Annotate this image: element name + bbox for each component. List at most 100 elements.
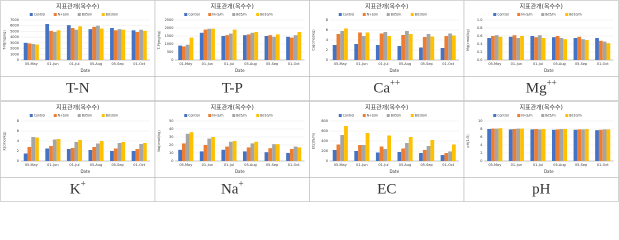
legend-label: Control <box>343 13 355 17</box>
x-tick-label: 05-Sep <box>575 62 588 66</box>
y-axis-title: pH(1:5) <box>466 134 470 148</box>
bar <box>275 144 280 161</box>
panel-label-sup: ++ <box>547 78 557 88</box>
bar <box>397 152 402 161</box>
x-tick-label: 05-Aug <box>90 163 102 167</box>
bar <box>551 129 556 161</box>
bar <box>272 36 276 60</box>
legend-label: Bd10/m <box>569 114 581 118</box>
bar <box>383 149 388 161</box>
y-tick-label: 2 <box>326 48 328 52</box>
panel-label-sup: ++ <box>390 78 400 88</box>
legend-swatch <box>101 114 105 117</box>
bar <box>45 24 50 60</box>
legend-label: N+S/m <box>58 114 69 118</box>
bar <box>534 37 538 60</box>
bar <box>606 129 611 161</box>
x-tick-label: 01-Oct <box>442 62 454 66</box>
y-axis-title: Ca(cmol/kg) <box>312 29 316 51</box>
bar <box>426 34 431 60</box>
bar <box>185 44 190 60</box>
x-tick-label: 01-Oct <box>442 163 454 167</box>
y-tick-label: 0.6 <box>477 34 483 38</box>
bar <box>203 29 208 60</box>
figure: 지표관개(옥수수)Control N+S/m Bd5/m Bd10/m01000200… <box>0 0 619 202</box>
x-tick-label: 01-Jul <box>378 62 388 66</box>
y-tick-label: 8 <box>480 127 482 131</box>
bar <box>340 31 345 60</box>
x-tick-label: 01-Oct <box>597 163 609 167</box>
legend-label: Control <box>497 114 509 118</box>
bar <box>405 143 409 161</box>
bar <box>189 132 194 161</box>
legend-label: Control <box>34 13 46 17</box>
bar <box>491 128 495 161</box>
bar <box>530 129 535 161</box>
bar <box>430 36 435 60</box>
chart-title: 지표관개(옥수수) <box>365 3 408 11</box>
legend-swatch <box>493 114 497 117</box>
y-tick-label: 40 <box>169 127 173 131</box>
bar <box>70 148 75 161</box>
legend-label: Control <box>497 13 509 17</box>
bar <box>387 36 392 60</box>
bar <box>225 146 229 161</box>
legend-label: N+S/m <box>212 114 223 118</box>
bar <box>293 35 298 60</box>
bar <box>440 48 445 60</box>
bar <box>541 38 546 60</box>
legend-swatch <box>256 13 260 16</box>
legend-swatch <box>386 114 390 117</box>
x-tick-label: 01-Oct <box>288 62 300 66</box>
x-tick-label: 01-Jun <box>511 62 522 66</box>
bar <box>232 141 237 161</box>
bar <box>207 28 212 60</box>
bar <box>35 137 39 161</box>
bar <box>606 43 611 60</box>
label-cell <box>154 177 310 202</box>
bar <box>35 44 39 60</box>
legend-swatch <box>256 114 260 117</box>
bar <box>286 36 290 60</box>
bar <box>383 32 388 60</box>
bar <box>534 129 538 161</box>
y-tick-label: 0 <box>17 159 19 163</box>
panel-label-sup: + <box>81 179 86 189</box>
x-tick-label: 01-Jun <box>356 62 367 66</box>
bar <box>182 143 186 161</box>
legend-label: Bd5/m <box>391 13 401 17</box>
bar <box>361 145 366 161</box>
bar <box>272 144 276 161</box>
bar <box>275 34 280 60</box>
bar <box>139 29 143 60</box>
panel-label-text: pH <box>532 182 551 198</box>
legend-label: N+S/m <box>367 13 378 17</box>
y-tick-label: 0 <box>17 58 19 62</box>
x-tick-label: 05-Sep <box>420 163 433 167</box>
legend-swatch <box>410 114 414 117</box>
bar <box>516 128 521 161</box>
legend-label: Bd10/m <box>260 13 272 17</box>
legend-swatch <box>362 114 366 117</box>
bar <box>92 26 97 60</box>
bar <box>250 32 255 60</box>
x-tick-label: 05-Sep <box>266 62 279 66</box>
y-tick-label: 8 <box>326 18 328 22</box>
bar <box>405 31 409 60</box>
label-cell <box>0 177 156 202</box>
bar <box>92 147 97 161</box>
y-tick-label: 4 <box>326 38 329 42</box>
bar <box>99 28 104 60</box>
y-tick-label: 2000 <box>165 26 174 30</box>
y-tick-label: 2 <box>17 149 19 153</box>
y-tick-label: 1.0 <box>477 18 483 22</box>
bar <box>508 129 513 161</box>
bar <box>96 25 100 60</box>
bar <box>228 33 233 60</box>
y-tick-label: 1000 <box>165 42 174 46</box>
panel-label-text: T-P <box>222 81 243 97</box>
x-tick-label: 01-Jul <box>224 62 234 66</box>
legend-label: Bd5/m <box>545 13 555 17</box>
bar <box>365 133 370 161</box>
bar <box>88 29 93 60</box>
